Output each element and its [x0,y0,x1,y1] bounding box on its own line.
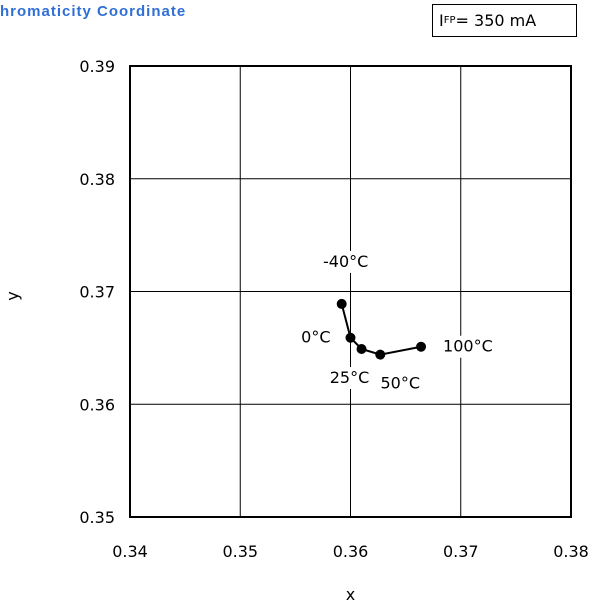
y-tick-label: 0.38 [79,170,115,189]
x-tick-label: 0.35 [222,542,258,561]
point-label: -40°C [323,252,368,271]
data-point [356,344,367,355]
x-tick-label: 0.37 [443,542,479,561]
x-tick-label: 0.36 [333,542,369,561]
series-group: -40°C 0°C 25°C 50°C 100°C [292,250,502,395]
point-label-bg [441,335,502,358]
point-label-bg [375,372,426,395]
point-label-bg [315,250,376,273]
y-tick-label: 0.39 [79,57,115,76]
tick-labels: 0.34 0.35 0.36 0.37 0.38 0.35 0.36 0.37 0.38 0.39 [79,57,588,561]
data-point [345,332,356,343]
condition-value: = 350 mA [455,11,537,30]
point-label-bg [292,326,333,349]
plot-frame [129,65,572,518]
condition-box: I FP = 350 mA [432,4,577,37]
condition-symbol: I [439,11,444,30]
y-axis-label: y [3,291,22,300]
condition-subscript: FP [443,15,456,26]
point-label-bg [324,367,375,390]
y-tick-label: 0.37 [79,283,115,302]
x-tick-label: 0.34 [112,542,148,561]
y-tick-label: 0.35 [79,508,115,527]
data-point [416,341,427,352]
point-label: 50°C [381,374,421,393]
grid-lines [130,66,571,517]
series-line [340,303,422,356]
data-point [336,298,347,309]
y-tick-label: 0.36 [79,395,115,414]
point-label: 25°C [330,368,370,387]
x-tick-label: 0.38 [553,542,589,561]
point-label: 100°C [443,337,493,356]
data-point [375,349,386,360]
x-axis-label: x [346,585,355,604]
chart-title: hromaticity Coordinate [0,3,187,20]
point-label: 0°C [301,328,330,347]
